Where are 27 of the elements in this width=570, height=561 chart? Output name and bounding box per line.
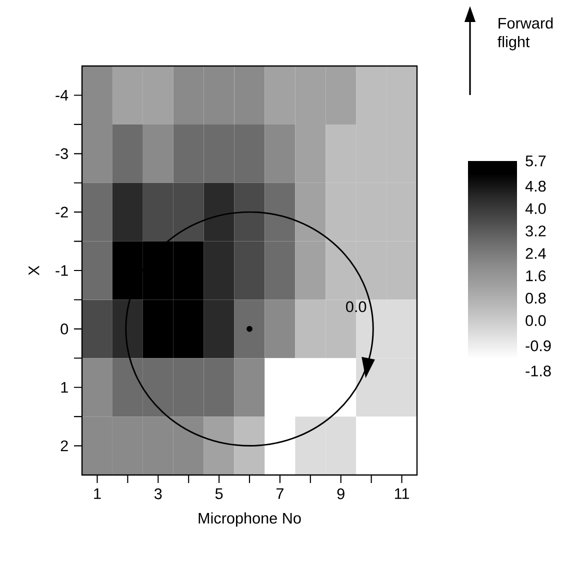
x-tick-label: 5 [215,488,223,500]
color-bar-label: 5.7 [526,156,546,166]
x-tick-label: 7 [276,488,284,499]
y-tick-label: -1 [56,265,68,276]
x-tick-label: 1 [94,488,101,499]
color-bar-label: 0.0 [526,315,546,326]
color-bar-label: 3.2 [526,226,546,236]
color-bar-label: 2.4 [526,248,546,259]
x-tick-label: 3 [154,488,162,500]
color-bar-label: 0.8 [526,292,546,304]
y-axis-title: X [28,266,40,276]
x-tick-label: 11 [394,488,409,499]
y-tick-label: 1 [61,382,68,393]
color-bar-label: 1.6 [526,270,546,282]
annotation: 0.0 [346,301,366,312]
x-axis-title: Microphone No [198,512,301,527]
y-tick-label: 0 [60,324,68,334]
y-tick-label: -4 [56,90,68,101]
y-tick-label: 2 [60,440,68,452]
color-bar-label: -1.8 [526,366,551,376]
y-tick-label: -3 [56,148,68,160]
y-tick-label: -2 [56,206,68,218]
color-bar-label: 4.0 [525,203,546,214]
text: Forward flight [498,17,553,50]
x-tick-label: 9 [337,488,344,500]
color-bar-label: 4.8 [525,180,546,192]
color-bar-label: -0.9 [526,340,551,352]
